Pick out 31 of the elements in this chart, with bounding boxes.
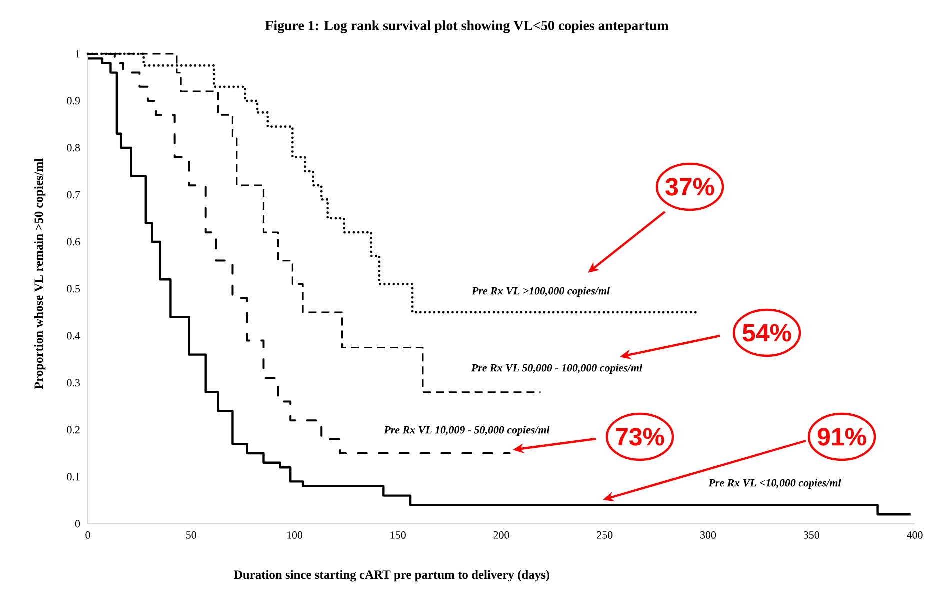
y-tick-label: 0.1 (67, 473, 80, 481)
series-label: Pre Rx VL 10,009 - 50,000 copies/ml (384, 426, 550, 436)
annotation: 37% (666, 178, 714, 196)
y-tick-label: 0.9 (67, 97, 80, 105)
x-tick-label: 350 (804, 532, 820, 539)
y-tick-label: 0.3 (67, 379, 80, 387)
annotation: 54% (742, 324, 792, 342)
y-tick-label: 0.7 (67, 191, 80, 199)
x-tick-label: 300 (700, 532, 716, 539)
x-tick-label: 50 (186, 532, 196, 539)
y-tick-label: 1 (76, 50, 80, 58)
annotation: 91% (818, 428, 866, 446)
x-tick-label: 100 (288, 532, 303, 539)
x-tick-label: 250 (597, 532, 613, 539)
x-tick-label: 400 (907, 532, 923, 539)
y-tick-label: 0 (75, 520, 80, 528)
y-axis-title: Proportion whose VL remain >50 copies/ml (34, 158, 46, 390)
x-tick-label: 150 (390, 532, 406, 539)
y-tick-label: 0.4 (67, 332, 80, 340)
series-label: Pre Rx VL >100,000 copies/ml (472, 287, 610, 297)
y-tick-label: 0.6 (67, 238, 80, 246)
y-tick-label: 0.5 (67, 285, 80, 293)
y-tick-label: 0.8 (67, 144, 80, 152)
series-label: Pre Rx VL <10,000 copies/ml (708, 479, 842, 489)
y-tick-label: 0.2 (67, 426, 80, 434)
x-tick-label: 200 (494, 532, 510, 539)
series-label: Pre Rx VL 50,000 - 100,000 copies/ml (471, 364, 643, 374)
chart-title: Figure 1: Log rank survival plot showing VL<50 copies antepartum (265, 20, 669, 34)
x-axis-title: Duration since starting cART pre partum to delivery (days) (234, 570, 550, 582)
x-tick-label: 0 (86, 532, 90, 539)
annotation: 73% (616, 428, 664, 446)
